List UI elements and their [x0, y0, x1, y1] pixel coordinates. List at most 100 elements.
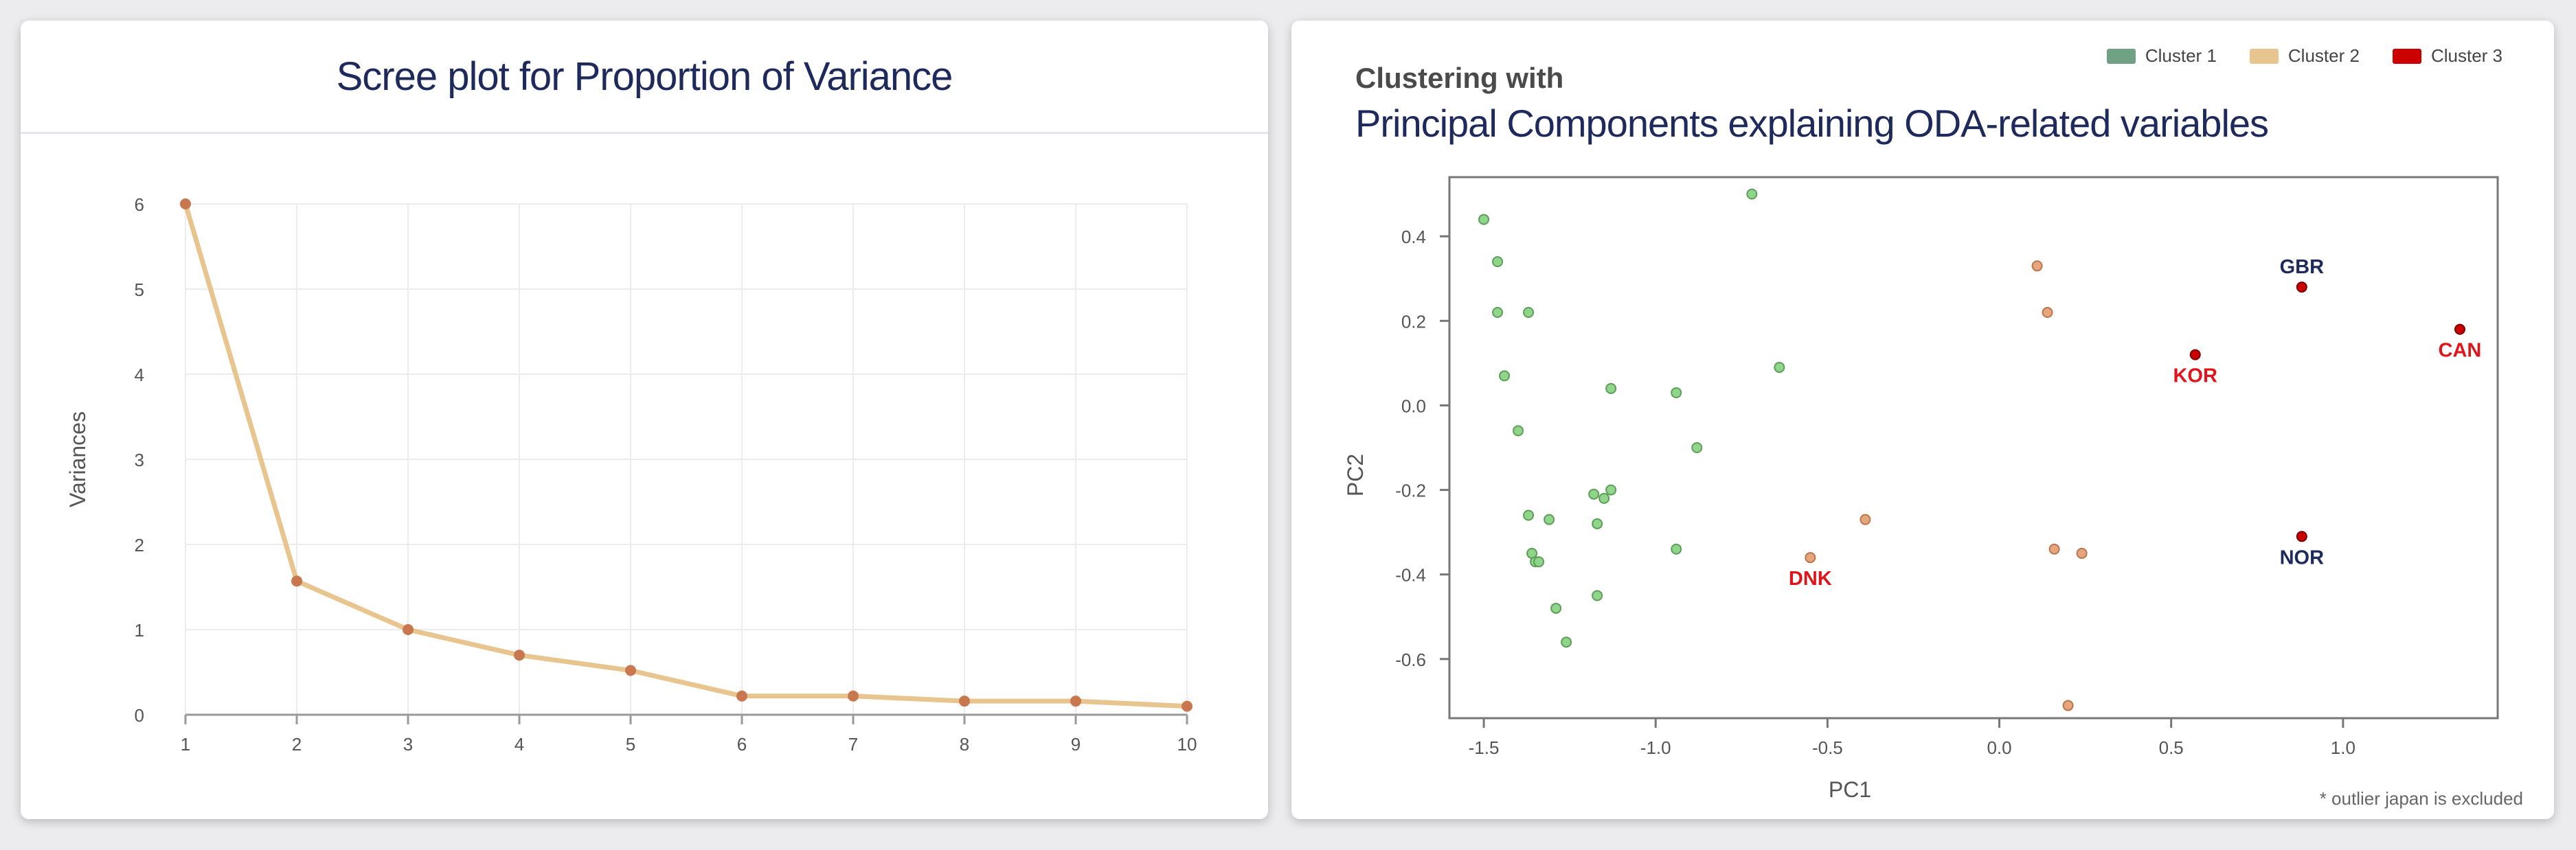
x-tick-label: 9 [1071, 734, 1081, 755]
scree-plot-chart: 1 2 3 4 5 6 7 8 9 10 0 1 2 3 4 5 6 Variances [65, 194, 1197, 755]
legend-item-cluster-2: Cluster 2 [2249, 45, 2360, 67]
scree-point [180, 198, 191, 209]
cluster-2-point [2076, 547, 2088, 559]
point-label-nor: NOR [2280, 547, 2325, 568]
plot-frame [1448, 176, 2499, 720]
scree-point [291, 575, 302, 587]
x-tick-label: 0.5 [2159, 737, 2184, 758]
cluster-1-point [1605, 382, 1617, 394]
cluster-1-point [1513, 425, 1524, 437]
cluster-2-point [1860, 514, 1871, 525]
scree-point [1182, 700, 1193, 712]
cluster-plot-subtitle: Clustering with [1355, 62, 1564, 94]
cluster-2-point [2048, 543, 2060, 555]
y-tick-label: 0.4 [1401, 227, 1426, 247]
legend-item-cluster-3: Cluster 3 [2392, 45, 2502, 67]
cluster-1-point [1671, 387, 1682, 398]
legend-swatch-cluster-1 [2106, 48, 2136, 64]
scree-point [736, 690, 747, 702]
y-tick-label: 2 [135, 535, 144, 555]
scree-point [1070, 696, 1081, 707]
cluster-1-point [1523, 307, 1535, 318]
cluster-2-point [1805, 552, 1816, 564]
x-tick-label: 5 [626, 734, 635, 755]
cluster-3-point [2454, 323, 2465, 335]
cluster-1-point [1605, 484, 1617, 496]
cluster-1-point [1550, 602, 1562, 614]
scree-plot-title: Scree plot for Proportion of Variance [336, 54, 953, 99]
scree-point [625, 665, 636, 676]
cluster-1-point [1544, 514, 1555, 525]
legend-item-cluster-1: Cluster 1 [2106, 45, 2217, 67]
legend-swatch-cluster-3 [2392, 48, 2421, 64]
point-label-kor: KOR [2173, 365, 2217, 387]
cluster-2-point [2062, 700, 2074, 711]
x-tick-label: 10 [1177, 734, 1197, 755]
y-tick-label: 5 [135, 279, 144, 300]
y-axis-label: PC2 [1343, 454, 1368, 496]
legend-swatch-cluster-2 [2249, 48, 2279, 64]
cluster-2-point [2031, 260, 2043, 272]
outlier-footnote: * outlier japan is excluded [2319, 788, 2523, 809]
x-tick-label: 4 [515, 734, 524, 755]
y-tick-label: -0.6 [1395, 650, 1426, 670]
y-tick-label: 0.0 [1401, 395, 1426, 416]
cluster-1-point [1499, 370, 1511, 382]
cluster-1-point [1588, 488, 1600, 500]
cluster-1-point [1523, 509, 1535, 521]
scree-plot-header: Scree plot for Proportion of Variance [21, 21, 1268, 134]
x-tick-label: -1.0 [1640, 737, 1671, 758]
cluster-1-point [1671, 543, 1682, 555]
cluster-2-point [2042, 307, 2053, 318]
cluster-1-point [1533, 556, 1545, 568]
y-tick-label: -0.2 [1395, 481, 1426, 501]
scree-point [959, 696, 970, 707]
y-tick-label: 0.2 [1401, 311, 1426, 332]
point-label-dnk: DNK [1789, 568, 1832, 590]
scree-point [848, 690, 859, 702]
x-tick-label: 1 [181, 734, 190, 755]
x-tick-label: 1.0 [2331, 737, 2355, 758]
cluster-1-point [1492, 256, 1504, 268]
x-tick-label: 2 [292, 734, 302, 755]
cluster-1-point [1691, 442, 1703, 453]
scree-point [514, 650, 525, 661]
cluster-1-point [1478, 214, 1490, 225]
point-label-gbr: GBR [2280, 256, 2325, 278]
y-tick-label: 4 [135, 365, 144, 385]
y-tick-label: 0 [135, 705, 144, 726]
cluster-1-point [1561, 636, 1572, 648]
y-tick-label: 6 [135, 194, 144, 215]
y-tick-label: -0.4 [1395, 565, 1426, 586]
x-tick-label: 7 [848, 734, 858, 755]
x-tick-label: 6 [737, 734, 747, 755]
x-axis-label: PC1 [1829, 777, 1871, 802]
cluster-scatter-chart: -1.5 -1.0 -0.5 0.0 0.5 1.0 0.4 0.2 0.0 -0.2 -0.4 -0… [1343, 176, 2499, 802]
x-tick-label: -1.5 [1469, 737, 1500, 758]
scree-line [183, 203, 1188, 709]
cluster-1-point [1492, 307, 1504, 318]
cluster-3-point [2189, 349, 2201, 360]
y-axis-label: Variances [65, 411, 90, 507]
cluster-legend: Cluster 1 Cluster 2 Cluster 3 [2106, 45, 2502, 67]
cluster-3-point [2296, 531, 2307, 542]
cluster-1-point [1598, 492, 1610, 504]
legend-label-cluster-3: Cluster 3 [2430, 45, 2502, 66]
cluster-1-point [1774, 362, 1785, 374]
x-tick-label: -0.5 [1812, 737, 1843, 758]
x-tick-label: 0.0 [1987, 737, 2011, 758]
point-label-can: CAN [2439, 340, 2482, 362]
cluster-1-point [1746, 188, 1758, 200]
x-tick-label: 8 [960, 734, 969, 755]
y-tick-label: 1 [135, 620, 144, 641]
x-tick-label: 3 [403, 734, 413, 755]
scree-point [403, 624, 414, 635]
cluster-3-point [2296, 282, 2307, 293]
legend-label-cluster-2: Cluster 2 [2287, 45, 2360, 66]
y-tick-label: 3 [135, 450, 144, 470]
cluster-1-point [1592, 590, 1603, 601]
cluster-plot-card: Clustering with Principal Components exp… [1291, 21, 2554, 819]
cluster-1-point [1592, 518, 1603, 529]
legend-label-cluster-1: Cluster 1 [2145, 45, 2217, 66]
scree-plot-card: Scree plot for Proportion of Variance 1 2… [21, 21, 1268, 819]
